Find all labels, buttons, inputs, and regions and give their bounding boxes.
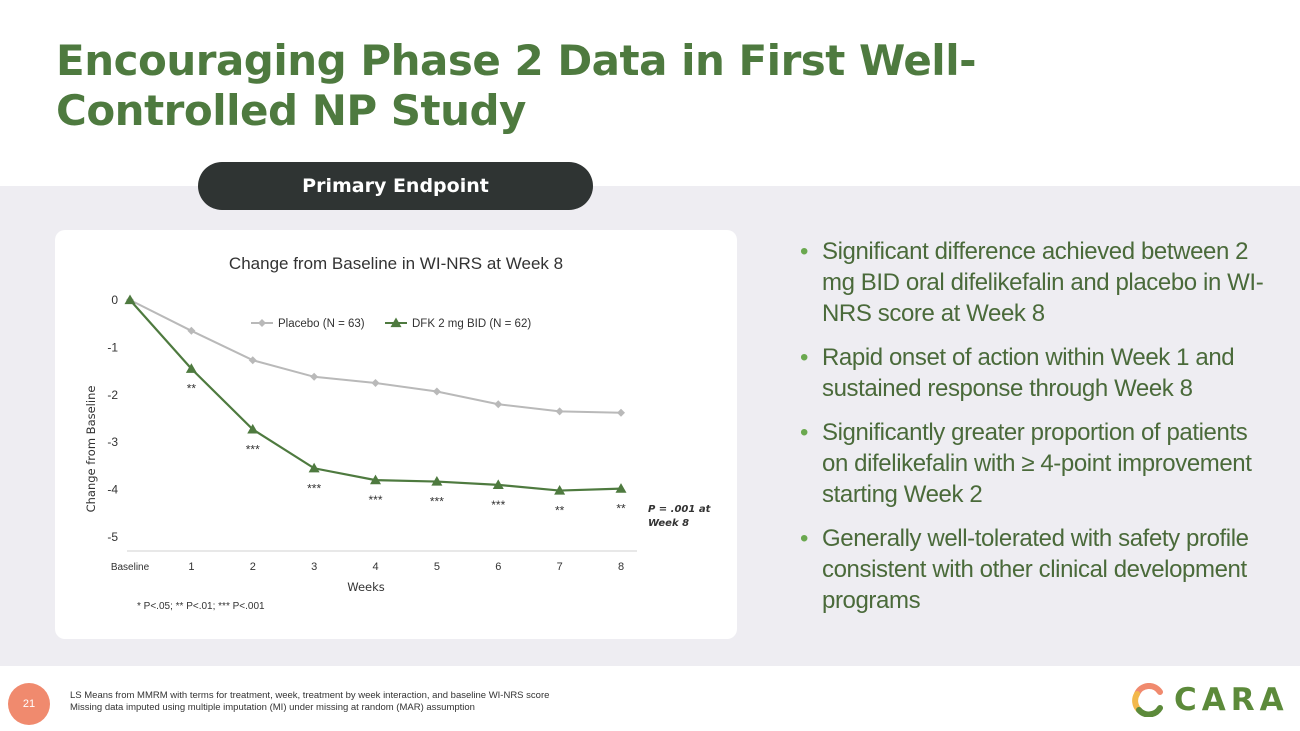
data-point-dfk [554,485,566,495]
x-tick-label: 1 [188,561,194,573]
data-point-placebo [371,378,380,387]
x-tick-label: 6 [495,561,501,573]
significance-marker: ** [187,382,197,396]
key-findings-list: • Significant difference achieved between… [788,236,1278,629]
significance-marker: *** [307,481,321,495]
bullet-text: Generally well-tolerated with safety pro… [822,525,1249,614]
x-tick-label: Baseline [111,562,150,573]
legend-label: DFK 2 mg BID (N = 62) [412,318,531,330]
chart-card: Change from Baseline in WI-NRS at Week 8… [55,230,737,639]
x-tick-label: 2 [250,561,256,573]
significance-footnote: * P<.05; ** P<.01; *** P<.001 [137,601,265,612]
series-line-dfk [129,299,622,492]
bullet-item: • Generally well-tolerated with safety pr… [788,523,1278,616]
footnote-line: Missing data imputed using multiple impu… [70,702,475,713]
bullet-text: Rapid onset of action within Week 1 and … [822,344,1235,402]
x-axis-label: Weeks [347,580,385,594]
y-tick-label: -5 [107,530,118,544]
cara-logo-text: CARA [1174,682,1289,718]
primary-endpoint-pill: Primary Endpoint [198,162,593,210]
bullet-item: • Significantly greater proportion of pat… [788,417,1278,510]
data-point-placebo [248,356,257,365]
x-tick-label: 4 [372,561,378,573]
data-point-dfk [615,483,627,493]
slide-footnotes: LS Means from MMRM with terms for treatm… [70,690,549,714]
chart-title: Change from Baseline in WI-NRS at Week 8 [229,254,563,273]
x-tick-label: 7 [557,561,563,573]
bullet-item: • Significant difference achieved between… [788,236,1278,329]
significance-marker: *** [368,493,382,507]
data-point-dfk [308,462,320,473]
page-number: 21 [22,698,36,710]
legend-swatch-marker [390,317,402,328]
cara-logo: CARA [1132,682,1289,718]
significance-marker: *** [430,495,444,509]
wi-nrs-line-chart: Change from Baseline in WI-NRS at Week 8… [84,254,712,612]
bullet-text: Significantly greater proportion of pati… [822,419,1252,508]
series-line-placebo [129,299,622,414]
data-point-placebo [310,372,319,381]
legend-swatch-marker [258,319,266,327]
slide-title: Encouraging Phase 2 Data in First Well-C… [56,36,977,135]
data-point-placebo [555,407,564,416]
data-point-dfk [431,476,443,486]
p-value-line-1: P = .001 at [648,504,712,515]
footnote-line: LS Means from MMRM with terms for treatm… [70,690,550,701]
y-tick-label: -3 [107,435,118,449]
p-value-line-2: Week 8 [648,518,689,529]
y-axis-label: Change from Baseline [84,386,98,513]
significance-marker: ** [616,502,626,516]
data-point-placebo [432,387,441,396]
y-tick-label: -4 [107,483,118,497]
bullet-dot-icon: • [800,419,809,446]
data-point-dfk [124,294,136,305]
y-tick-label: 0 [111,293,118,307]
x-tick-label: 5 [434,561,440,573]
significance-marker: *** [491,498,505,512]
bullet-dot-icon: • [800,238,809,265]
bullet-item: • Rapid onset of action within Week 1 and… [788,342,1278,404]
page-number-badge: 21 [8,683,50,725]
data-point-placebo [494,400,503,409]
pill-label: Primary Endpoint [302,175,489,197]
data-point-dfk [492,479,504,489]
y-tick-label: -2 [107,388,118,402]
legend-label: Placebo (N = 63) [278,318,365,330]
y-tick-label: -1 [107,340,118,354]
x-tick-label: 3 [311,561,317,573]
bullet-text: Significant difference achieved between … [822,238,1264,327]
bullet-dot-icon: • [800,344,809,371]
cara-logo-mark-icon [1132,683,1163,717]
data-point-placebo [617,408,625,417]
bullet-dot-icon: • [800,525,809,552]
significance-marker: ** [555,504,565,518]
data-point-dfk [370,474,381,485]
x-tick-label: 8 [618,561,624,573]
data-point-placebo [187,326,196,335]
data-point-dfk [185,363,197,373]
data-point-dfk [247,423,259,434]
significance-marker: *** [246,442,260,456]
